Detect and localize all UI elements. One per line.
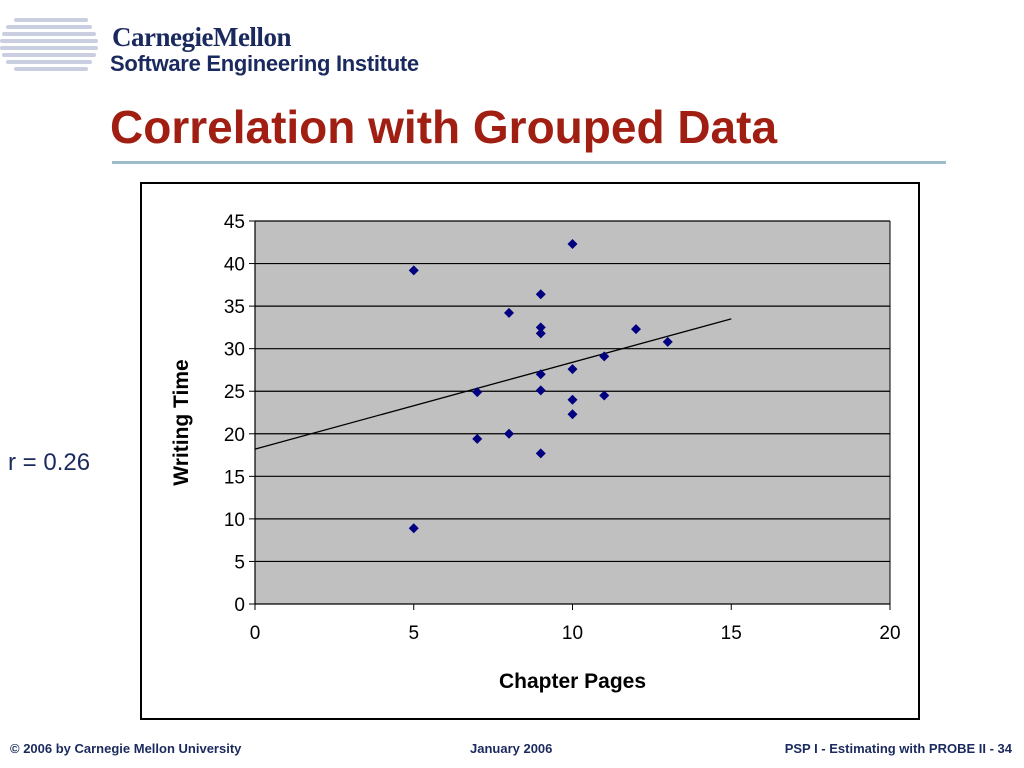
data-point bbox=[535, 322, 546, 333]
data-point bbox=[535, 448, 546, 459]
data-point bbox=[408, 265, 419, 276]
x-axis-label: Chapter Pages bbox=[499, 670, 646, 693]
logo-institute-name: Software Engineering Institute bbox=[110, 51, 419, 76]
data-point bbox=[631, 324, 641, 335]
cmu-logo-icon bbox=[0, 18, 98, 71]
data-point bbox=[599, 390, 610, 401]
data-point bbox=[472, 387, 483, 398]
data-point bbox=[535, 289, 546, 300]
data-point bbox=[662, 336, 673, 347]
data-point bbox=[504, 428, 514, 439]
x-tick-label: 10 bbox=[562, 623, 583, 644]
y-tick-label: 0 bbox=[234, 595, 245, 616]
data-point bbox=[408, 523, 419, 534]
trendline bbox=[254, 318, 732, 450]
data-point bbox=[567, 394, 578, 405]
y-axis-label: Writing Time bbox=[170, 359, 193, 485]
data-point bbox=[535, 385, 546, 396]
logo-university-name: CarnegieMellon bbox=[112, 22, 291, 52]
y-tick-label: 40 bbox=[224, 255, 245, 276]
y-tick-label: 45 bbox=[224, 212, 245, 233]
scatter-chart: 0 5 10 15 20 25 30 35 40 45 0 5 10 15 20 Chapter Page… bbox=[170, 212, 901, 693]
data-point bbox=[472, 433, 483, 444]
chart-frame: 0 5 10 15 20 25 30 35 40 45 0 5 10 15 20 Chapter Page… bbox=[140, 182, 920, 720]
x-tick-label: 5 bbox=[408, 623, 419, 644]
slide-title: Correlation with Grouped Data bbox=[110, 101, 778, 153]
data-point bbox=[504, 307, 514, 318]
x-tick-label: 0 bbox=[250, 623, 261, 644]
data-point bbox=[535, 328, 546, 339]
data-point bbox=[567, 364, 578, 375]
y-tick-label: 5 bbox=[234, 552, 245, 573]
x-tick-label: 15 bbox=[721, 623, 742, 644]
data-point bbox=[599, 351, 610, 362]
footer-copyright: © 2006 by Carnegie Mellon University bbox=[10, 741, 242, 756]
footer-date: January 2006 bbox=[470, 741, 553, 756]
correlation-label: r = 0.26 bbox=[8, 449, 91, 476]
x-tick-label: 20 bbox=[879, 623, 900, 644]
data-point bbox=[567, 409, 578, 420]
y-tick-label: 20 bbox=[224, 425, 245, 446]
y-tick-label: 35 bbox=[224, 297, 245, 318]
footer-page-info: PSP I - Estimating with PROBE II - 34 bbox=[784, 741, 1012, 756]
title-divider bbox=[112, 161, 946, 164]
data-point bbox=[535, 369, 546, 380]
y-tick-label: 10 bbox=[224, 510, 245, 531]
y-tick-label: 30 bbox=[224, 340, 245, 361]
y-tick-label: 25 bbox=[224, 382, 245, 403]
y-tick-label: 15 bbox=[224, 467, 245, 488]
